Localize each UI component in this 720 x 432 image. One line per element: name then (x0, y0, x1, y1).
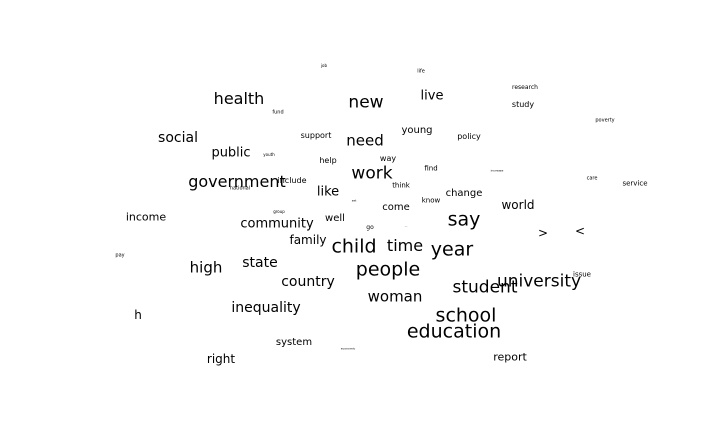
word: people (355, 258, 421, 281)
word: come (382, 202, 410, 213)
word: well (325, 213, 345, 224)
word: poverty (595, 117, 615, 124)
word: service (622, 179, 648, 188)
word: issue (573, 270, 591, 279)
word: research (512, 84, 538, 91)
word: high (189, 258, 223, 277)
word: world (501, 198, 535, 212)
word: youth (263, 152, 275, 157)
word: study (511, 100, 535, 109)
word: public (211, 145, 251, 161)
word: student (452, 277, 518, 298)
word: report (493, 350, 527, 364)
word: right (206, 352, 236, 366)
word: government (188, 172, 286, 191)
word: policy (457, 132, 481, 141)
word: find (424, 164, 438, 173)
word: family (289, 233, 327, 247)
word: country (281, 274, 335, 290)
word: say (447, 208, 481, 231)
word: go (366, 224, 374, 231)
word: live (420, 88, 444, 104)
word: like (316, 184, 340, 200)
word: support (300, 131, 332, 140)
word: year (430, 238, 474, 261)
word: > (537, 226, 549, 240)
word: h (134, 308, 142, 322)
word: need (346, 131, 384, 150)
word: young (401, 125, 433, 136)
word: help (319, 156, 337, 165)
word: education (406, 320, 502, 343)
word: ... (404, 223, 408, 228)
word: set (351, 198, 357, 203)
word: social (158, 130, 198, 146)
word: way (379, 154, 397, 163)
word: know (421, 196, 441, 205)
word: life (417, 68, 425, 75)
word: include (277, 176, 307, 185)
word: pay (115, 252, 125, 259)
word: health (213, 89, 265, 108)
word: job (320, 63, 328, 68)
word: work (351, 163, 393, 184)
word: fund (272, 109, 284, 116)
word: inequality (231, 300, 301, 316)
word: care (586, 175, 598, 182)
word: state (242, 255, 278, 271)
word: economic (340, 346, 356, 351)
word: community (240, 216, 314, 232)
word: new (348, 92, 384, 113)
word: change (445, 188, 483, 199)
word: school (435, 304, 497, 327)
word: group (273, 209, 285, 214)
word: national (229, 185, 251, 192)
word: < (574, 224, 586, 238)
word: system (275, 337, 313, 348)
word: time (386, 236, 424, 255)
word: income (125, 210, 167, 224)
word: woman (367, 287, 423, 306)
word: child (331, 235, 377, 258)
word: increase (490, 168, 504, 173)
word: think (392, 181, 410, 190)
word: university (496, 271, 582, 292)
